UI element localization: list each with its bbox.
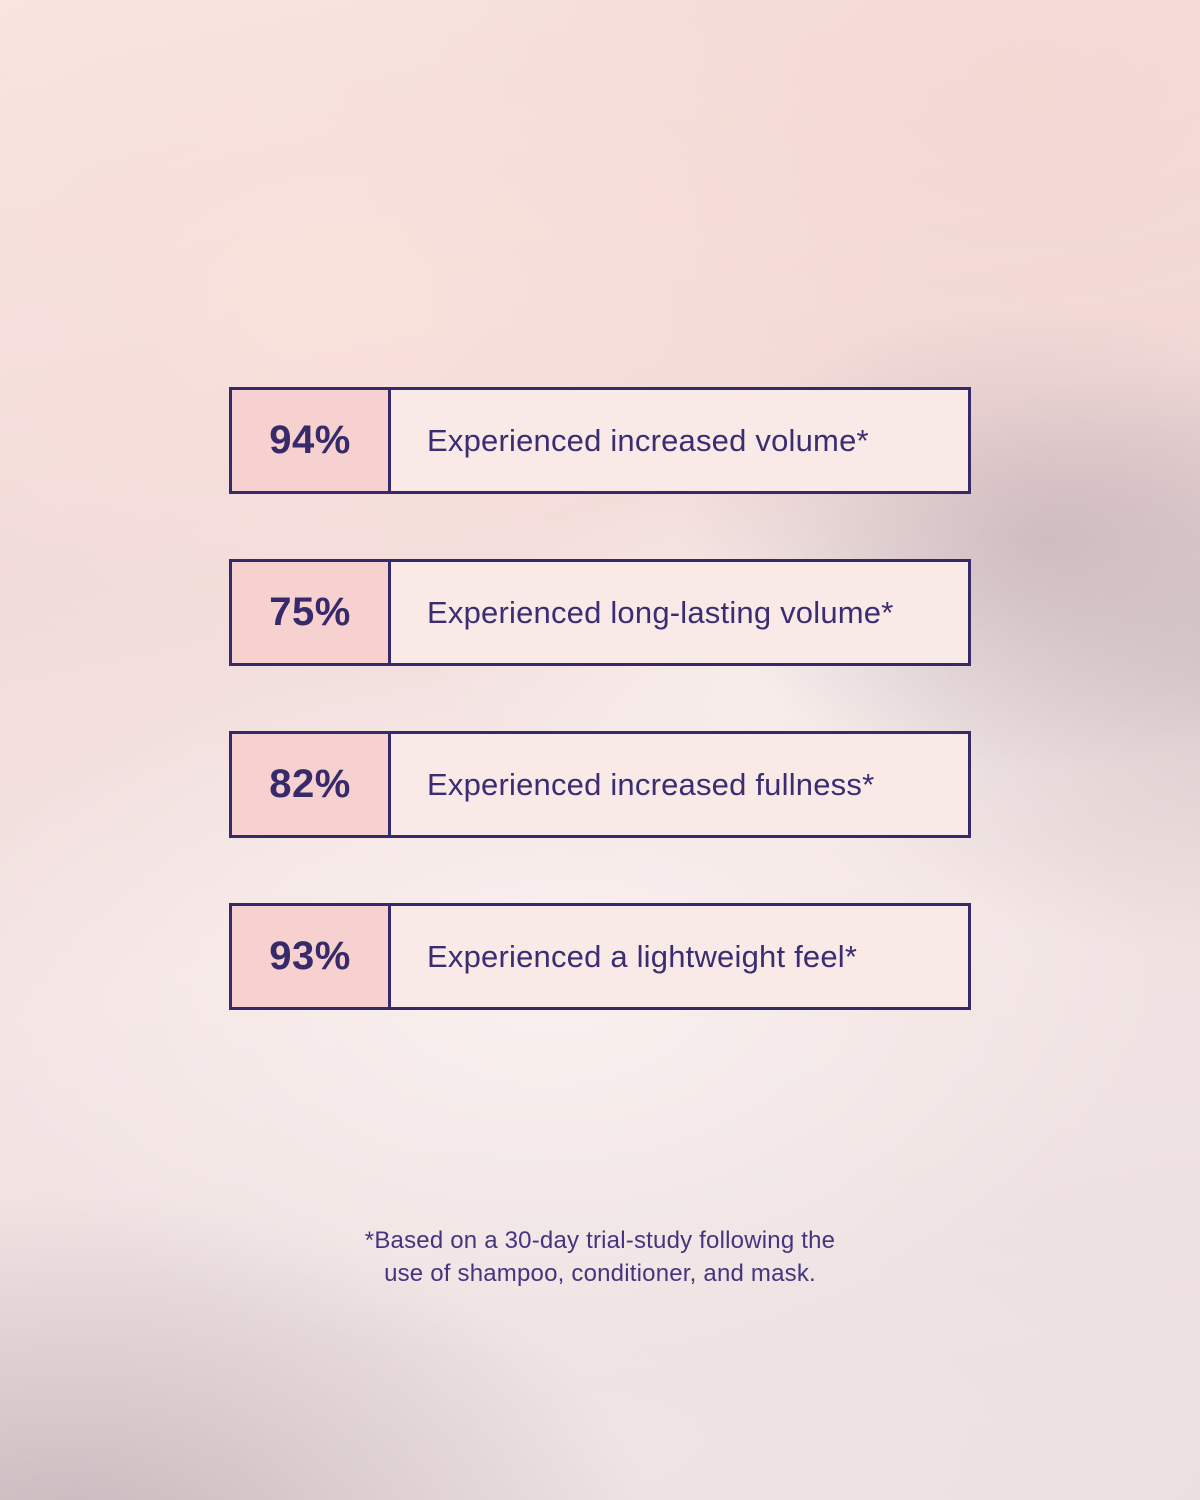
- stat-row-increased-volume: 94% Experienced increased volume*: [229, 387, 971, 494]
- stat-percent-value: 82%: [269, 762, 351, 806]
- stat-row-increased-fullness: 82% Experienced increased fullness*: [229, 731, 971, 838]
- stat-label-text: Experienced increased fullness*: [427, 766, 875, 802]
- stats-list: 94% Experienced increased volume* 75% Ex…: [229, 387, 971, 1075]
- stat-percent-value: 75%: [269, 590, 351, 634]
- stat-label-cell: Experienced increased volume*: [391, 390, 968, 491]
- footnote: *Based on a 30-day trial-study following…: [0, 1224, 1200, 1290]
- stat-percent-cell: 75%: [232, 562, 391, 663]
- stat-percent-cell: 82%: [232, 734, 391, 835]
- footnote-line-2: use of shampoo, conditioner, and mask.: [384, 1260, 816, 1287]
- stat-row-lightweight-feel: 93% Experienced a lightweight feel*: [229, 903, 971, 1010]
- stat-percent-value: 94%: [269, 418, 351, 462]
- stat-label-text: Experienced a lightweight feel*: [427, 938, 858, 974]
- stat-percent-value: 93%: [269, 934, 351, 978]
- stat-label-cell: Experienced long-lasting volume*: [391, 562, 968, 663]
- stat-label-text: Experienced increased volume*: [427, 422, 869, 458]
- footnote-line-1: *Based on a 30-day trial-study following…: [364, 1227, 836, 1254]
- stat-percent-cell: 93%: [232, 906, 391, 1007]
- stat-label-cell: Experienced a lightweight feel*: [391, 906, 968, 1007]
- stat-percent-cell: 94%: [232, 390, 391, 491]
- stat-row-long-lasting-volume: 75% Experienced long-lasting volume*: [229, 559, 971, 666]
- stat-label-text: Experienced long-lasting volume*: [427, 594, 894, 630]
- stat-label-cell: Experienced increased fullness*: [391, 734, 968, 835]
